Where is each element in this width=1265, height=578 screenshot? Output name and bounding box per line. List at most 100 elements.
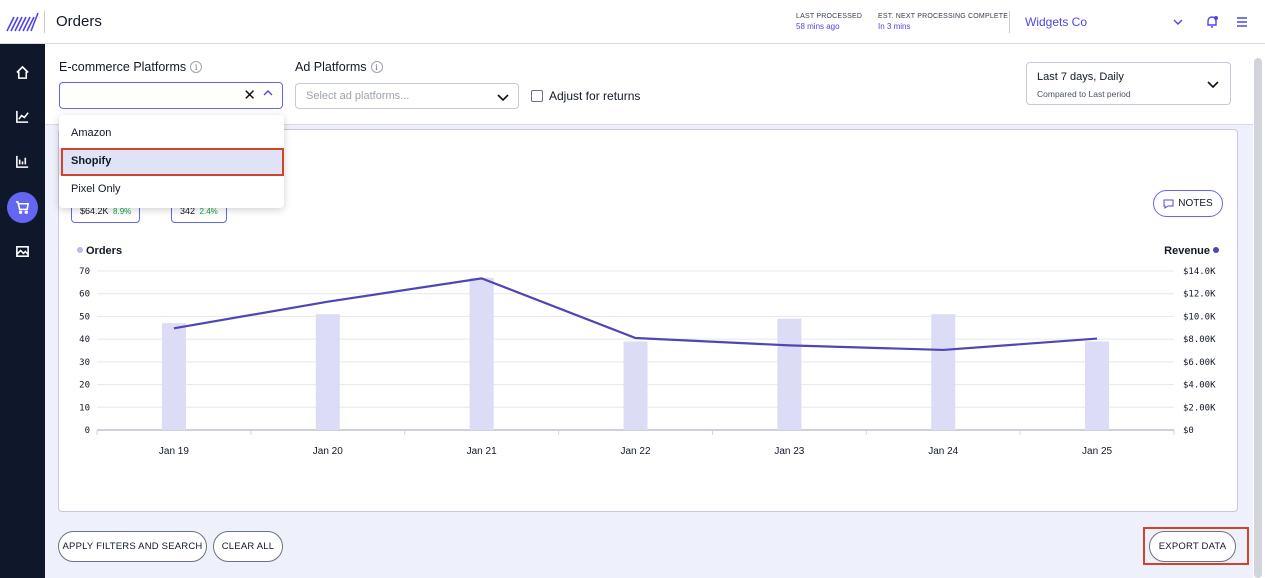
right-axis-tick-label: $0 (1183, 426, 1194, 436)
last-processed-label: LAST PROCESSED (796, 13, 863, 20)
last-processed: LAST PROCESSED 58 mins ago (796, 12, 862, 32)
next-processing-value: In 3 mins (878, 22, 911, 31)
right-axis-tick-label: $12.0K (1183, 290, 1216, 300)
x-axis-tick-label: Jan 20 (313, 446, 343, 457)
ecommerce-platforms-select[interactable]: ✕ (59, 82, 283, 109)
menu-icon[interactable] (1233, 13, 1251, 31)
orders-bar (931, 314, 956, 430)
revenue-legend-marker (1213, 247, 1219, 253)
right-axis-tick-label: $2.00K (1183, 403, 1216, 413)
left-axis-tick-label: 0 (85, 426, 90, 436)
sidebar-item-orders[interactable] (7, 192, 38, 223)
ad-platforms-label-text: Ad Platforms (295, 60, 367, 74)
x-axis-tick-label: Jan 19 (159, 446, 189, 457)
left-axis-tick-label: 60 (79, 290, 90, 300)
x-axis-tick-label: Jan 22 (620, 446, 650, 457)
next-processing: EST. NEXT PROCESSING COMPLETE In 3 mins (878, 12, 1008, 32)
x-axis-tick-label: Jan 25 (1082, 446, 1112, 457)
brand-logo-icon[interactable] (6, 11, 40, 33)
adjust-returns-checkbox[interactable] (531, 90, 543, 102)
orders-bar (777, 318, 802, 430)
orders-bar (315, 314, 340, 430)
sidebar (0, 44, 45, 578)
ecommerce-platforms-label-text: E-commerce Platforms (59, 60, 187, 74)
top-header: Orders LAST PROCESSED 58 mins ago EST. N… (0, 0, 1265, 44)
orders-bar (161, 323, 186, 430)
left-axis-tick-label: 40 (79, 335, 90, 345)
main-content: E-commerce Platforms i ✕ Ad Platforms i … (45, 44, 1253, 578)
company-name[interactable]: Widgets Co (1025, 15, 1088, 29)
sidebar-item-media[interactable] (7, 236, 38, 267)
right-axis-tick-label: $6.00K (1183, 358, 1216, 368)
dropdown-option-amazon[interactable]: Amazon (71, 127, 112, 139)
left-axis-tick-label: 30 (79, 358, 90, 368)
info-icon[interactable]: i (370, 61, 383, 73)
clear-all-button[interactable]: CLEAR ALL (213, 531, 283, 562)
right-axis-tick-label: $8.00K (1183, 335, 1216, 345)
scrollbar[interactable] (1254, 58, 1262, 578)
home-icon (16, 65, 29, 79)
adjust-returns-label: Adjust for returns (549, 89, 641, 103)
header-divider-2 (1009, 11, 1010, 33)
apply-filters-button[interactable]: APPLY FILTERS AND SEARCH (58, 531, 207, 562)
chevron-down-icon (1207, 81, 1219, 89)
orders-delta: 2.4% (199, 207, 218, 216)
right-axis-tick-label: $4.00K (1183, 381, 1216, 391)
revenue-summary-value: $64.2K (80, 206, 109, 216)
notes-button[interactable]: NOTES (1153, 190, 1223, 217)
image-icon (16, 246, 29, 257)
orders-bar (623, 341, 648, 430)
page-title: Orders (56, 13, 102, 30)
x-axis-tick-label: Jan 24 (928, 446, 958, 457)
dropdown-option-pixel-only[interactable]: Pixel Only (71, 183, 121, 195)
sidebar-item-trends[interactable] (7, 101, 38, 132)
bar-chart-icon (16, 155, 29, 168)
ad-platforms-label: Ad Platforms i (295, 60, 383, 74)
header-divider (44, 11, 45, 33)
revenue-delta: 8.9% (113, 207, 132, 216)
date-compare-value: Compared to Last period (1037, 89, 1131, 99)
cart-icon (15, 201, 30, 214)
revenue-line (173, 277, 1098, 352)
company-chevron-down-icon[interactable] (1169, 13, 1187, 31)
revenue-legend-label: Revenue (1164, 245, 1210, 257)
orders-legend-label: Orders (86, 245, 122, 257)
last-processed-value: 58 mins ago (796, 22, 840, 31)
export-highlight-box (1143, 527, 1249, 565)
notes-label: NOTES (1178, 198, 1213, 209)
sidebar-item-reports[interactable] (7, 146, 38, 177)
ecommerce-platforms-dropdown: Amazon Shopify Pixel Only (59, 115, 284, 208)
adjust-returns-option[interactable]: Adjust for returns (531, 89, 640, 103)
left-axis-tick-label: 20 (79, 381, 90, 391)
ad-platforms-placeholder: Select ad platforms... (306, 90, 410, 102)
orders-legend-marker (77, 247, 83, 253)
x-axis-tick-label: Jan 23 (774, 446, 804, 457)
left-axis-tick-label: 70 (79, 267, 90, 277)
ad-platforms-select[interactable]: Select ad platforms... (295, 83, 519, 109)
filter-bar: E-commerce Platforms i ✕ Ad Platforms i … (45, 44, 1253, 125)
clear-selection-icon[interactable]: ✕ (243, 87, 256, 104)
shopify-highlight-box (61, 148, 284, 176)
date-range-value: Last 7 days, Daily (1037, 71, 1124, 83)
right-axis-tick-label: $14.0K (1183, 267, 1216, 277)
comment-icon (1163, 199, 1174, 209)
orders-revenue-chart: 0 10 20 30 40 50 60 70 $0 $2.00K $4.00K $6.00K $8.00… (77, 245, 1219, 457)
left-axis-tick-label: 50 (79, 312, 90, 322)
chevron-down-icon (497, 94, 509, 102)
orders-summary-value: 342 (180, 206, 196, 216)
notification-bell-icon[interactable] (1203, 13, 1221, 31)
export-data-button[interactable]: EXPORT DATA (1149, 531, 1236, 562)
line-chart-icon (16, 110, 29, 123)
ecommerce-platforms-label: E-commerce Platforms i (59, 60, 203, 74)
next-processing-label: EST. NEXT PROCESSING COMPLETE (878, 13, 1009, 20)
sidebar-item-home[interactable] (7, 57, 38, 88)
left-axis-tick-label: 10 (79, 403, 90, 413)
right-axis-tick-label: $10.0K (1183, 312, 1216, 322)
date-range-select[interactable]: Last 7 days, Daily Compared to Last peri… (1026, 62, 1231, 105)
x-axis-tick-label: Jan 21 (467, 446, 497, 457)
info-icon[interactable]: i (190, 61, 203, 73)
dropdown-option-shopify[interactable]: Shopify (59, 148, 284, 175)
orders-bar (1085, 341, 1110, 430)
chevron-up-icon[interactable] (262, 87, 274, 99)
orders-bar (469, 277, 494, 430)
